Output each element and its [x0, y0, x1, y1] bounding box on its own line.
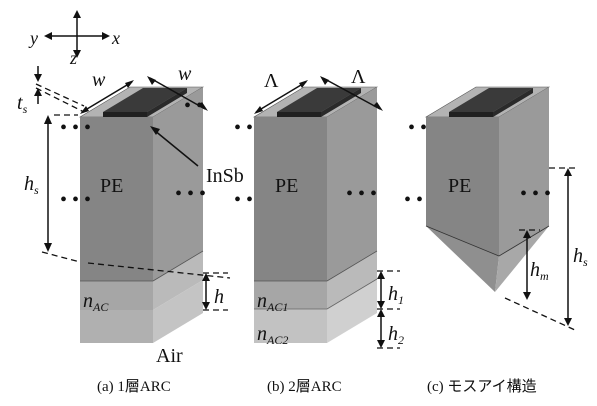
label-insb: InSb	[206, 165, 244, 187]
axis-x-arrow-icon	[102, 32, 110, 40]
insb-side-face-a	[147, 88, 187, 117]
axis-y-arrow-icon	[44, 32, 52, 40]
dots-left-mid-a: • • •	[60, 189, 91, 211]
dots-right-mid-c: • • •	[520, 183, 551, 205]
panel-a: w w ts • • • • • • • • • • • hs h PE nAC	[17, 63, 285, 395]
insb-top-face-a	[103, 88, 187, 112]
axis-y-label: y	[28, 28, 38, 48]
label-air-a: Air	[156, 345, 183, 367]
label-ts-a: ts	[17, 92, 28, 116]
arc-front-face-a	[80, 281, 153, 310]
label-lambda2-b: Λ	[351, 66, 366, 88]
label-hs-a: hs	[24, 173, 39, 197]
pe-front-face-b	[254, 117, 327, 281]
label-h2-b: h2	[388, 323, 404, 347]
dots-left-mid-b: • •	[234, 189, 253, 211]
panel-b: Λ Λ • • • • • • • PE nAC1 nAC2 h1 h2 (b)…	[234, 66, 404, 395]
label-pe-a: PE	[100, 175, 123, 197]
caption-b: (b) 2層ARC	[267, 379, 342, 395]
coordinate-axes: x y z	[28, 10, 120, 68]
label-nac2-b: nAC2	[257, 323, 288, 347]
label-hm-c: hm	[530, 259, 549, 283]
dots-left-top-a: • • •	[60, 117, 91, 139]
dots-right-mid-a: • • •	[175, 183, 206, 205]
dots-left-top-b: • •	[234, 117, 253, 139]
dim-w2-a	[149, 77, 206, 110]
arc1-front-face-b	[254, 281, 327, 309]
label-w2-a: w	[178, 63, 192, 85]
pe-side-face-b	[327, 87, 377, 281]
insb-front-face-c	[449, 112, 493, 117]
axis-x-label: x	[111, 28, 120, 48]
pe-side-face-c	[499, 87, 549, 256]
insb-top-face-c	[449, 88, 533, 112]
insb-pointer-a	[153, 129, 199, 167]
dots-left-mid-c: • •	[404, 189, 423, 211]
pe-front-face-c	[426, 117, 499, 256]
label-lambda1-b: Λ	[264, 70, 279, 92]
substrate-front-a	[80, 310, 153, 343]
arc-side-face-a	[153, 251, 203, 310]
pe-side-face-a	[153, 87, 203, 281]
dots-left-top-c: • •	[408, 117, 427, 139]
label-nac1-b: nAC1	[257, 290, 288, 314]
label-w1-a: w	[92, 69, 106, 91]
label-pe-b: PE	[275, 175, 298, 197]
arc1-side-face-b	[327, 251, 377, 309]
axis-z-label: z	[69, 48, 77, 68]
arc2-side-face-b	[327, 279, 377, 343]
moth-eye-side-face-c	[495, 226, 549, 292]
label-pe-c: PE	[448, 175, 471, 197]
dots-right-top-a: • •	[184, 95, 203, 117]
pe-front-face-a	[80, 117, 153, 281]
label-h1-b: h1	[388, 283, 404, 307]
dim-w1-a	[81, 81, 133, 113]
dots-right-mid-b: • • •	[346, 183, 377, 205]
caption-c: (c) モスアイ構造	[427, 378, 537, 395]
axis-z-arrow-icon	[73, 50, 81, 58]
arc2-front-face-b	[254, 309, 327, 343]
moth-eye-front-face-c	[426, 226, 499, 292]
panel-c: • • • • • • • PE hs hm (c) モスアイ構造	[404, 86, 588, 395]
label-nac-a: nAC	[83, 290, 109, 314]
axis-up-arrow-icon	[73, 10, 81, 18]
insb-front-face-a	[103, 112, 147, 117]
insb-front-face-b	[277, 112, 321, 117]
insb-top-face-b	[277, 88, 361, 112]
label-h-a: h	[214, 286, 224, 308]
insb-side-face-c	[493, 88, 533, 117]
label-hs-c: hs	[573, 245, 588, 269]
substrate-side-a	[153, 280, 203, 343]
caption-a: (a) 1層ARC	[97, 379, 171, 395]
insb-side-face-b	[321, 88, 361, 117]
